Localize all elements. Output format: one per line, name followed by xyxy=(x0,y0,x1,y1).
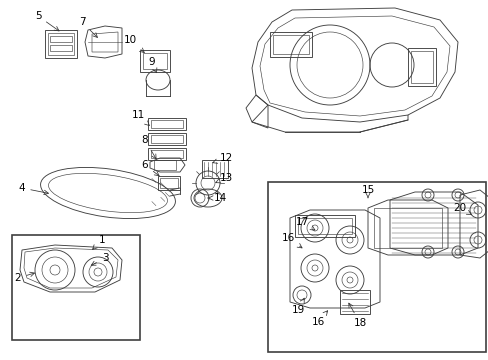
Bar xyxy=(407,48,435,86)
Bar xyxy=(140,50,170,72)
Bar xyxy=(50,45,72,51)
Text: 2: 2 xyxy=(15,272,35,283)
Bar xyxy=(294,215,354,237)
Bar xyxy=(158,176,180,190)
Bar xyxy=(148,148,185,160)
Text: 17: 17 xyxy=(295,217,314,230)
Bar xyxy=(339,290,369,314)
Bar xyxy=(267,182,485,352)
Text: 20: 20 xyxy=(452,203,471,215)
Text: 16: 16 xyxy=(281,233,302,248)
Text: 4: 4 xyxy=(19,183,48,195)
Text: 3: 3 xyxy=(91,253,108,265)
Text: 1: 1 xyxy=(92,235,105,249)
Text: 13: 13 xyxy=(215,173,232,183)
Bar xyxy=(50,36,72,42)
Text: 15: 15 xyxy=(361,185,374,198)
Bar xyxy=(269,32,311,57)
Bar xyxy=(272,35,308,54)
Bar xyxy=(148,133,185,145)
Bar xyxy=(297,218,351,234)
Bar xyxy=(45,30,77,58)
Text: 16: 16 xyxy=(311,311,327,327)
Bar xyxy=(202,160,227,178)
Bar xyxy=(48,33,74,55)
Text: 7: 7 xyxy=(79,17,97,37)
Bar xyxy=(410,51,432,83)
Bar xyxy=(160,178,178,188)
Bar xyxy=(373,208,441,248)
Text: 5: 5 xyxy=(35,11,59,31)
Text: 14: 14 xyxy=(207,193,226,203)
Text: 8: 8 xyxy=(142,135,156,159)
Bar xyxy=(142,53,167,69)
Text: 19: 19 xyxy=(291,298,304,315)
Bar xyxy=(148,118,185,130)
Text: 11: 11 xyxy=(131,110,149,126)
Text: 9: 9 xyxy=(148,57,157,73)
Bar xyxy=(151,135,183,143)
Bar xyxy=(154,160,176,170)
Text: 6: 6 xyxy=(142,160,159,176)
Text: 10: 10 xyxy=(123,35,144,53)
Text: 18: 18 xyxy=(348,303,366,328)
Text: 12: 12 xyxy=(212,153,232,163)
Bar xyxy=(12,235,140,340)
Bar xyxy=(151,150,183,158)
Bar xyxy=(151,120,183,128)
